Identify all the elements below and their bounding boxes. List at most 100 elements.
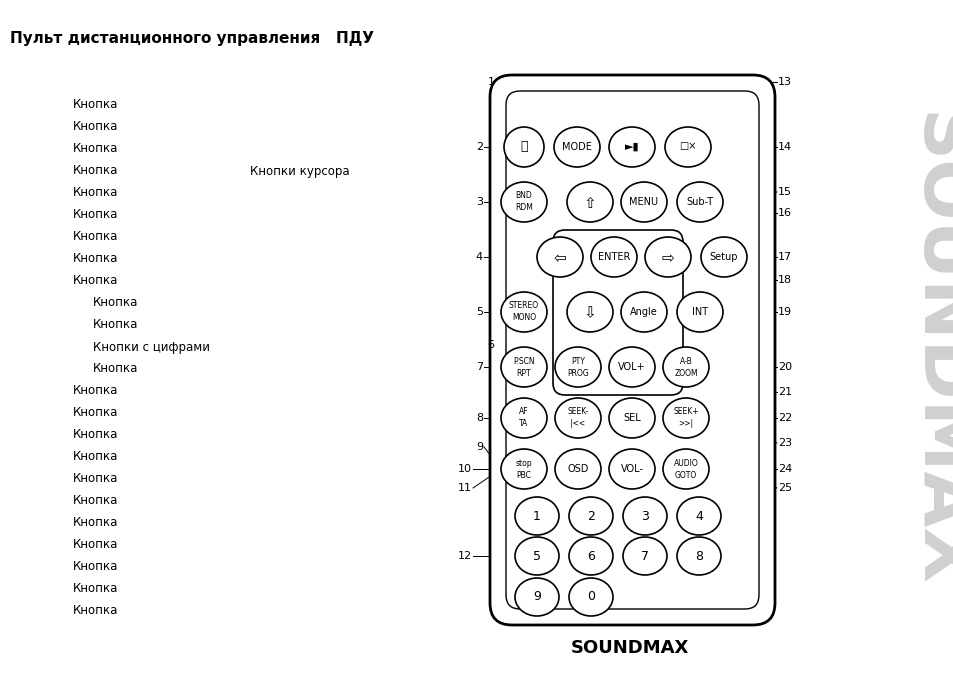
Text: ⇨: ⇨: [661, 250, 674, 266]
Text: Кнопка: Кнопка: [73, 384, 118, 398]
Text: Пульт дистанционного управления   ПДУ: Пульт дистанционного управления ПДУ: [10, 30, 374, 46]
Text: Кнопка: Кнопка: [73, 252, 118, 266]
Text: Кнопка: Кнопка: [73, 98, 118, 112]
Text: 6: 6: [586, 549, 595, 563]
Text: 2: 2: [476, 142, 482, 152]
Ellipse shape: [555, 449, 600, 489]
Ellipse shape: [644, 237, 690, 277]
Text: RDM: RDM: [515, 203, 533, 213]
Text: 19: 19: [778, 307, 791, 317]
Ellipse shape: [537, 237, 582, 277]
Text: stop: stop: [516, 458, 532, 468]
Text: ⇦: ⇦: [553, 250, 566, 266]
Ellipse shape: [700, 237, 746, 277]
Text: 24: 24: [778, 464, 791, 474]
Text: Кнопка: Кнопка: [73, 538, 118, 551]
Text: 3: 3: [640, 509, 648, 522]
Text: 7: 7: [476, 362, 482, 372]
Text: 4: 4: [476, 252, 482, 262]
Text: 9: 9: [476, 442, 482, 452]
Text: Кнопка: Кнопка: [73, 406, 118, 419]
Ellipse shape: [515, 578, 558, 616]
Ellipse shape: [677, 497, 720, 535]
Ellipse shape: [620, 292, 666, 332]
Text: Кнопка: Кнопка: [73, 472, 118, 485]
Ellipse shape: [662, 347, 708, 387]
Text: 6: 6: [486, 340, 494, 350]
Text: Кнопка: Кнопка: [73, 583, 118, 596]
Text: VOL+: VOL+: [618, 362, 645, 372]
Text: 1: 1: [533, 509, 540, 522]
Text: Кнопки с цифрами: Кнопки с цифрами: [92, 341, 210, 353]
Text: SEL: SEL: [622, 413, 640, 423]
Text: AUDIO: AUDIO: [673, 458, 698, 468]
Text: 12: 12: [457, 551, 472, 561]
FancyBboxPatch shape: [490, 75, 774, 625]
Ellipse shape: [500, 182, 546, 222]
Text: 23: 23: [778, 438, 791, 448]
Ellipse shape: [608, 449, 655, 489]
Text: □×: □×: [679, 141, 696, 151]
Text: Кнопка: Кнопка: [73, 120, 118, 133]
Text: BND: BND: [515, 192, 532, 201]
Ellipse shape: [554, 127, 599, 167]
Ellipse shape: [566, 292, 613, 332]
Ellipse shape: [622, 497, 666, 535]
Text: Sub-T: Sub-T: [686, 197, 713, 207]
Text: ⏻: ⏻: [519, 141, 527, 153]
Text: MENU: MENU: [629, 197, 658, 207]
Text: MONO: MONO: [512, 314, 536, 322]
Text: 18: 18: [778, 275, 791, 285]
Ellipse shape: [503, 127, 543, 167]
Text: 8: 8: [695, 549, 702, 563]
Text: PROG: PROG: [566, 369, 588, 378]
Text: SEEK-: SEEK-: [567, 407, 588, 417]
Text: SOUNDMAX: SOUNDMAX: [902, 112, 953, 588]
Text: 14: 14: [778, 142, 791, 152]
Text: Кнопка: Кнопка: [73, 164, 118, 178]
Text: Кнопка: Кнопка: [73, 275, 118, 287]
Text: 11: 11: [457, 483, 472, 493]
Ellipse shape: [555, 347, 600, 387]
Text: SOUNDMAX: SOUNDMAX: [570, 639, 688, 657]
Ellipse shape: [500, 449, 546, 489]
Text: 15: 15: [778, 187, 791, 197]
Text: Кнопка: Кнопка: [92, 318, 138, 332]
Ellipse shape: [677, 537, 720, 575]
Text: 1: 1: [488, 77, 495, 87]
Text: PTY: PTY: [571, 357, 584, 365]
Text: Setup: Setup: [709, 252, 738, 262]
Text: A-B: A-B: [679, 357, 692, 365]
Ellipse shape: [622, 537, 666, 575]
Text: P.SCN: P.SCN: [513, 357, 535, 365]
Text: Кнопка: Кнопка: [73, 561, 118, 573]
Ellipse shape: [620, 182, 666, 222]
Ellipse shape: [500, 398, 546, 438]
Text: 13: 13: [778, 77, 791, 87]
Text: Кнопка: Кнопка: [73, 143, 118, 155]
Text: >>|: >>|: [678, 419, 693, 429]
Text: TA: TA: [518, 419, 528, 429]
Text: Кнопка: Кнопка: [73, 186, 118, 199]
Text: INT: INT: [691, 307, 707, 317]
Text: ⇩: ⇩: [583, 306, 596, 320]
Text: Кнопка: Кнопка: [92, 363, 138, 376]
Text: 5: 5: [533, 549, 540, 563]
Text: Angle: Angle: [630, 307, 658, 317]
Ellipse shape: [664, 127, 710, 167]
Text: MODE: MODE: [561, 142, 591, 152]
Ellipse shape: [568, 537, 613, 575]
Text: Кнопка: Кнопка: [73, 429, 118, 441]
Text: PBC: PBC: [516, 470, 531, 479]
Text: 25: 25: [778, 483, 791, 493]
Text: 17: 17: [778, 252, 791, 262]
Text: Кнопка: Кнопка: [73, 516, 118, 530]
Text: SEEK+: SEEK+: [673, 407, 699, 417]
Ellipse shape: [677, 292, 722, 332]
Text: ►▮: ►▮: [624, 142, 639, 152]
Ellipse shape: [515, 497, 558, 535]
Text: 4: 4: [695, 509, 702, 522]
Text: ⇧: ⇧: [583, 195, 596, 211]
Ellipse shape: [568, 497, 613, 535]
Ellipse shape: [662, 398, 708, 438]
